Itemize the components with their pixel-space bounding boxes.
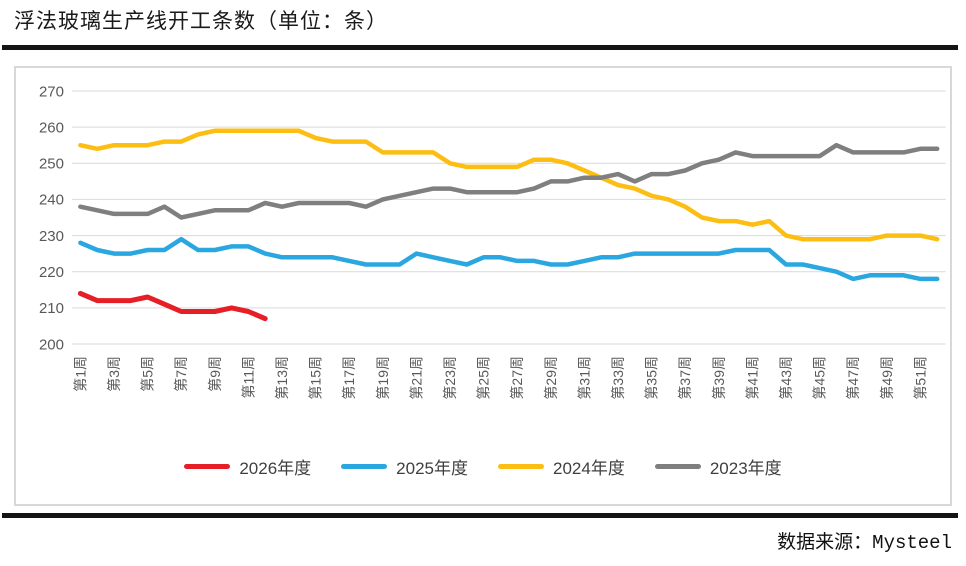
legend-swatch [654, 463, 701, 469]
y-axis-tick-label: 260 [39, 119, 64, 136]
data-source-note: 数据来源：Mysteel [777, 532, 952, 554]
bottom-divider-rule [2, 513, 958, 518]
y-axis-tick-label: 220 [39, 264, 64, 281]
x-axis-tick-label: 第15周 [308, 356, 324, 400]
series-line-2026年度 [77, 290, 268, 322]
x-axis-tick-label: 第51周 [912, 356, 928, 400]
y-axis-tick-label: 200 [39, 336, 64, 353]
x-axis-tick-label: 第45周 [812, 356, 828, 400]
chart-card: 270 260 250 240 230 220 210 200 第1周 第3周 第5周 第7周 第9周 第… [14, 66, 952, 506]
y-axis-tick-label: 240 [39, 192, 64, 209]
x-axis-tick-label: 第21周 [408, 356, 424, 400]
legend-label: 2023年度 [709, 458, 782, 478]
top-divider-rule [2, 45, 958, 50]
legend-label: 2025年度 [396, 458, 468, 478]
series-line-2024年度 [78, 128, 940, 242]
legend-swatch [498, 463, 544, 469]
x-axis-tick-label: 第9周 [207, 356, 223, 392]
x-axis-tick-label: 第33周 [610, 356, 626, 400]
x-axis-tick-label: 第39周 [711, 356, 727, 400]
x-axis-tick-label: 第17周 [341, 356, 357, 400]
legend-swatch [341, 463, 388, 469]
x-axis-tick-label: 第49周 [879, 356, 895, 400]
legend-label: 2026年度 [239, 458, 312, 478]
legend-item-2025年度: 2025年度 [341, 454, 468, 479]
x-axis-tick-label: 第41周 [744, 356, 760, 400]
x-axis-tick-label: 第11周 [240, 356, 256, 399]
x-axis-tick-label: 第19周 [375, 356, 391, 400]
series-line-2023年度 [78, 142, 940, 220]
x-axis-tick-label: 第43周 [778, 356, 794, 400]
x-axis-tick-label: 第35周 [644, 356, 660, 400]
x-axis-tick-label: 第5周 [140, 356, 156, 392]
x-axis-tick-label: 第23周 [442, 356, 458, 400]
x-axis-tick-label: 第47周 [845, 356, 861, 400]
x-axis-tick-label: 第1周 [72, 356, 88, 392]
legend-label: 2024年度 [553, 458, 625, 478]
y-axis-tick-label: 250 [39, 156, 64, 173]
legend-swatch [184, 463, 231, 469]
y-axis-tick-label: 210 [39, 300, 64, 317]
x-axis-tick-label: 第3周 [106, 356, 122, 392]
x-axis-tick-label: 第29周 [543, 356, 559, 400]
x-axis-tick-label: 第25周 [476, 356, 492, 400]
y-axis-tick-label: 270 [39, 83, 64, 100]
x-axis-tick-label: 第31周 [576, 356, 592, 400]
x-axis-tick-label: 第27周 [509, 356, 525, 400]
line-chart: 270 260 250 240 230 220 210 200 第1周 第3周 第5周 第7周 第9周 第… [39, 83, 946, 400]
legend-item-2023年度: 2023年度 [654, 454, 782, 479]
y-axis-tick-label: 230 [39, 228, 64, 245]
series-line-2025年度 [78, 236, 940, 282]
page-title: 浮法玻璃生产线开工条数（单位：条） [14, 9, 388, 33]
x-axis-tick-label: 第13周 [274, 356, 290, 400]
x-axis-tick-label: 第7周 [173, 356, 189, 392]
legend-item-2026年度: 2026年度 [184, 454, 311, 479]
x-axis-tick-label: 第37周 [677, 356, 693, 400]
legend-item-2024年度: 2024年度 [498, 454, 625, 479]
chart-legend: 2026年度 2025年度 2024年度 2023年度 [16, 453, 950, 479]
